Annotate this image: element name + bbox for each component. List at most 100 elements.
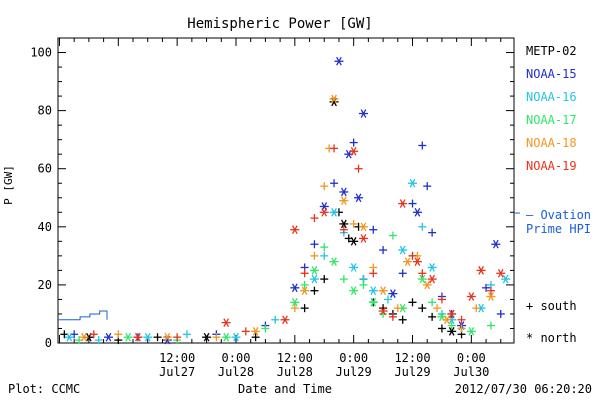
point-south <box>418 269 427 278</box>
y-tick-label: 60 <box>38 162 52 176</box>
series-metp-02 <box>60 97 466 345</box>
point-north <box>501 274 511 284</box>
legend-ovation-label: — Ovation <box>526 208 591 222</box>
point-north <box>388 289 398 298</box>
series-noaa-16 <box>64 178 511 345</box>
point-south <box>320 182 329 191</box>
x-tick-date-label: Jul29 <box>394 365 430 379</box>
point-north <box>412 257 422 266</box>
point-north <box>309 266 319 275</box>
point-south <box>290 304 299 313</box>
point-south <box>94 336 103 345</box>
point-north <box>422 280 432 290</box>
point-south <box>379 246 388 255</box>
point-north <box>378 306 388 316</box>
point-north <box>290 298 300 307</box>
series-noaa-17 <box>75 231 495 345</box>
point-south <box>428 312 437 321</box>
chart-title: Hemispheric Power [GW] <box>187 16 372 32</box>
point-south <box>300 280 309 289</box>
point-north <box>339 187 349 197</box>
point-south <box>457 315 466 324</box>
y-tick-label: 80 <box>38 104 52 118</box>
legend-south: + south <box>526 299 577 313</box>
point-north <box>329 207 339 217</box>
series-noaa-15 <box>70 56 505 345</box>
y-tick-label: 0 <box>45 336 52 350</box>
y-tick-label: 100 <box>30 46 52 60</box>
x-tick-label: 12:00 <box>394 351 430 365</box>
point-north <box>349 237 359 246</box>
point-south <box>349 138 358 147</box>
point-south <box>241 327 250 336</box>
point-north <box>339 219 349 229</box>
point-north <box>442 315 452 325</box>
point-south <box>212 333 221 342</box>
point-north <box>300 286 310 296</box>
series-noaa-19 <box>89 144 506 342</box>
legend-entry: NOAA-18 <box>526 136 577 150</box>
point-south <box>310 251 319 260</box>
point-north <box>412 207 422 217</box>
point-north <box>231 332 241 342</box>
point-south <box>271 315 280 324</box>
point-south <box>482 283 491 292</box>
x-tick-label: 12:00 <box>159 351 195 365</box>
point-south <box>339 225 348 234</box>
point-north <box>368 298 378 307</box>
point-north <box>358 234 368 243</box>
point-south <box>320 243 329 252</box>
y-tick-label: 40 <box>38 220 52 234</box>
point-south <box>300 269 309 278</box>
legend: METP-02 NOAA-15 NOAA-16 NOAA-17 NOAA-18 NOAA-… <box>514 44 591 345</box>
point-south <box>349 219 358 228</box>
point-north <box>427 263 437 272</box>
point-south <box>437 295 446 304</box>
plot-area <box>57 37 515 344</box>
point-south <box>433 304 442 313</box>
point-north <box>309 274 319 284</box>
point-south <box>393 304 402 313</box>
point-south <box>182 330 191 339</box>
point-south <box>486 321 495 330</box>
legend-entry: NOAA-19 <box>526 159 577 173</box>
point-north <box>334 56 344 66</box>
point-north <box>319 207 329 217</box>
legend-north: * north <box>526 331 577 345</box>
point-south <box>418 304 427 313</box>
plot-credit: Plot: CCMC <box>8 382 80 396</box>
y-tick-label: 20 <box>38 278 52 292</box>
point-north <box>329 257 339 266</box>
x-tick-date-label: Jul28 <box>277 365 313 379</box>
plot-timestamp: 2012/07/30 06:20:20 <box>455 382 592 396</box>
point-north <box>251 327 261 336</box>
point-south <box>320 275 329 284</box>
ovation-hpi-line <box>58 310 108 321</box>
x-tick-date-label: Jul28 <box>218 365 254 379</box>
point-north <box>368 286 378 296</box>
point-south <box>388 231 397 240</box>
point-south <box>388 312 397 321</box>
point-north <box>133 332 143 342</box>
point-north <box>378 286 388 296</box>
point-north <box>79 332 89 342</box>
point-south <box>428 298 437 307</box>
point-south <box>330 179 339 188</box>
point-north <box>64 332 74 342</box>
point-north <box>202 332 212 342</box>
point-north <box>349 286 359 296</box>
point-north <box>143 332 153 342</box>
point-north <box>403 257 413 266</box>
point-north <box>491 239 501 249</box>
point-north <box>221 318 231 327</box>
point-north <box>280 315 290 325</box>
point-north <box>354 193 364 203</box>
point-north <box>466 327 476 336</box>
point-south <box>153 333 162 342</box>
point-south <box>359 280 368 289</box>
x-tick-label: 0:00 <box>457 351 486 365</box>
point-south <box>173 333 182 342</box>
legend-entry: NOAA-17 <box>526 113 577 127</box>
point-south <box>251 333 260 342</box>
legend-ovation-label-2: Prime HPI <box>526 222 591 236</box>
